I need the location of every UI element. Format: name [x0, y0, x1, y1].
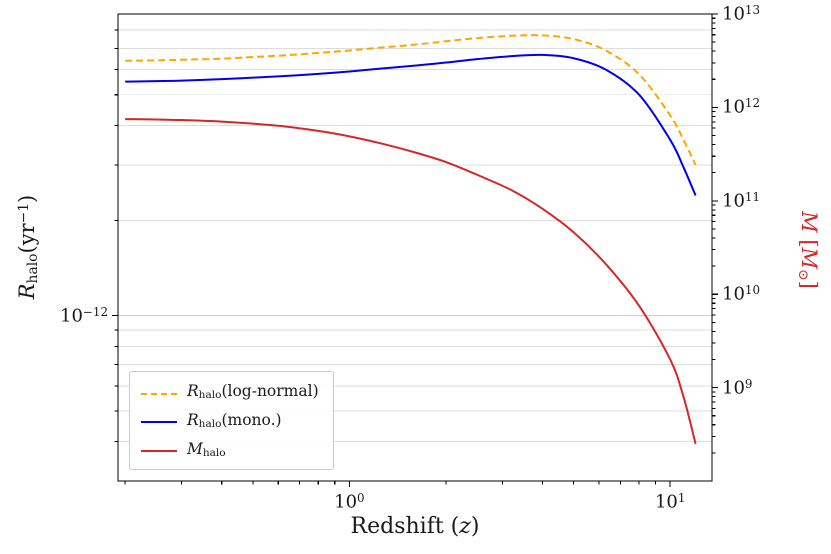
curve-r-halo-mono.-	[125, 53, 697, 196]
plot-border	[117, 13, 713, 482]
curve-m-halo	[125, 118, 697, 445]
axis-ticks	[112, 13, 718, 487]
curve-r-halo-log-normal-	[125, 34, 697, 166]
curves	[125, 34, 697, 445]
grid-lines	[118, 29, 712, 442]
